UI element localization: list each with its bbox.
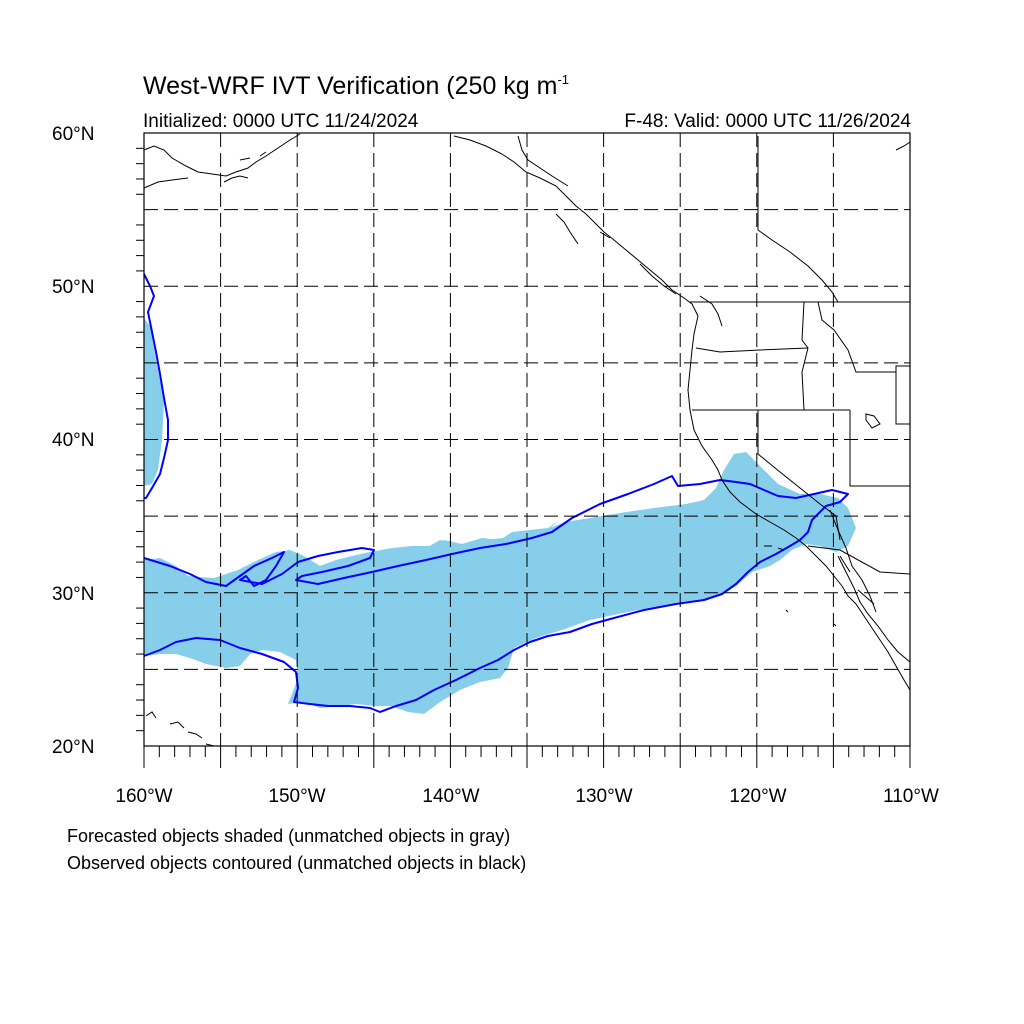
coastline-north-america [453,135,911,691]
coastline-ne-corner [895,141,911,151]
map-frame [136,132,911,768]
caption-observed: Observed objects contoured (unmatched ob… [67,853,527,873]
boundary-mexico-states [839,555,875,605]
lat-label-50: 50°N [52,277,95,298]
title-text: West-WRF IVT Verification (250 kg m [143,72,558,100]
forecast-object-shading [144,318,856,714]
political-boundaries [517,135,911,605]
title-exponent-1: -1 [557,72,570,87]
boundary-washington-oregon [695,347,809,353]
lake-great-salt [865,413,881,429]
lon-label-120w: 120°W [729,786,787,807]
lat-label-20: 20°N [52,737,95,758]
caption-forecast: Forecasted objects shaded (unmatched obj… [67,826,511,846]
lon-label-140w: 140°W [422,786,480,807]
forecast-object-west [144,318,164,486]
valid-time-label: F-48: Valid: 0000 UTC 11/26/2024 [624,111,911,132]
lat-label-30: 30°N [52,584,95,605]
lon-label-110w: 110°W [883,786,939,807]
boundary-utah [849,410,910,487]
lon-label-160w: 160°W [115,786,173,807]
forecast-object-north-lobe [426,520,560,558]
observed-contour-west [143,273,169,499]
coastline-bc-islands [555,213,723,327]
map-title: West-WRF IVT Verification (250 kg m-1 [143,72,569,101]
boundary-idaho-montana [817,301,910,373]
coastlines [143,133,911,747]
forecast-object-main [144,452,856,714]
boundary-alberta-bc [757,136,839,303]
observed-contour-main [143,475,849,713]
initialized-label: Initialized: 0000 UTC 11/24/2024 [143,111,419,132]
lat-label-60: 60°N [52,124,95,145]
lon-label-130w: 130°W [575,786,633,807]
coastline-alaska-islands [223,151,267,183]
boundary-idaho [801,301,809,411]
coastline-alaska [143,133,301,189]
lat-lon-grid [144,133,910,746]
lat-label-40: 40°N [52,430,95,451]
observed-object-contours [143,273,849,713]
coastline-baja-islands [764,545,837,627]
coastline-hawaii [145,711,215,747]
boundary-us-mexico [807,545,911,575]
lon-label-150w: 150°W [268,786,326,807]
boundary-alaska-canada [517,135,569,187]
boundary-wyoming [895,366,910,425]
